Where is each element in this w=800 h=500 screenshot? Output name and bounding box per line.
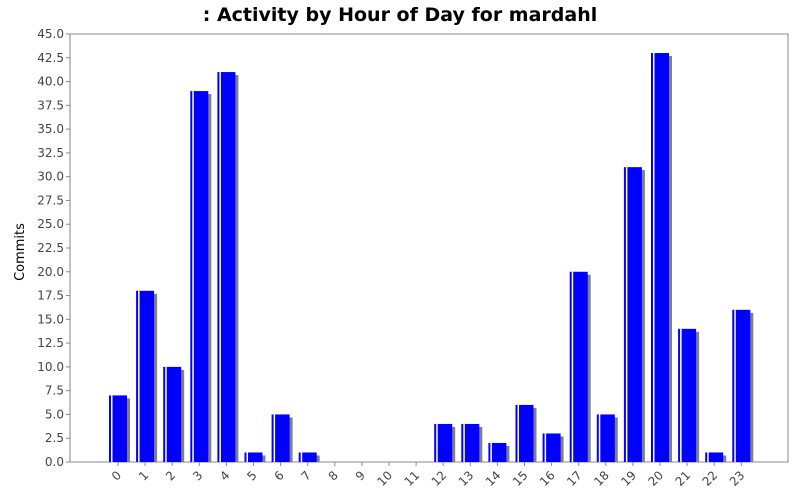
x-tick-label: 3 [190,468,205,483]
y-tick-label: 40.0 [37,75,64,89]
x-tick-label: 8 [326,468,341,483]
x-tick-label: 22 [700,468,721,489]
bar-highlight [246,452,248,462]
x-tick-label: 14 [483,468,504,489]
y-tick-label: 37.5 [37,98,64,112]
bar-highlight [436,423,438,462]
x-tick-label: 16 [537,468,558,489]
bar [569,271,588,462]
bar-highlight [138,290,140,462]
x-tick-label: 21 [673,468,694,489]
bar [217,72,236,463]
bar-highlight [517,404,519,462]
y-tick-label: 45.0 [37,27,64,41]
y-tick-label: 30.0 [37,170,64,184]
y-tick-label: 35.0 [37,122,64,136]
y-tick-label: 7.5 [45,384,64,398]
bar-highlight [273,414,276,462]
bar-highlight [680,328,682,462]
bar [163,366,182,462]
bar-highlight [625,167,628,462]
x-tick-label: 0 [109,468,124,483]
bar [298,452,317,462]
y-tick-label: 32.5 [37,146,64,160]
bar [109,395,127,462]
bar [651,53,669,463]
y-tick-label: 22.5 [37,241,64,255]
y-tick-label: 10.0 [37,360,64,374]
bar-highlight [707,452,709,462]
x-tick-label: 17 [564,468,585,489]
bar [542,433,561,462]
bar [705,452,724,462]
y-tick-label: 12.5 [37,336,64,350]
x-tick-label: 13 [456,468,477,489]
bar-highlight [219,72,221,463]
chart-title: : Activity by Hour of Day for mardahl [203,4,598,26]
bar-highlight [598,414,601,462]
x-tick-label: 1 [136,468,151,483]
y-tick-label: 0.0 [45,455,64,469]
y-tick-label: 42.5 [37,51,64,65]
x-tick-label: 6 [271,468,286,483]
y-tick-label: 2.5 [45,431,64,445]
bar [623,167,642,462]
x-tick-label: 18 [591,468,612,489]
x-tick-label: 10 [374,468,395,489]
y-tick-label: 20.0 [37,265,64,279]
x-axis: 0 1 2 3 4 5 6 7 8 9 10 11 12 13 14 15 16 17 18 19 20 21 22 23 [109,462,748,489]
bar [678,328,697,462]
bar [732,309,751,462]
x-tick-label: 2 [163,468,178,483]
bars-group [109,53,754,463]
bar [271,414,290,462]
x-tick-label: 11 [402,468,423,489]
bar-highlight [571,271,574,462]
bar [190,91,209,463]
bar-highlight [544,433,547,462]
bar [596,414,615,462]
y-tick-label: 5.0 [45,407,64,421]
y-tick-label: 25.0 [37,217,64,231]
bar [434,423,453,462]
x-tick-label: 12 [429,468,450,489]
bar-highlight [734,309,736,462]
bar-highlight [165,366,167,462]
x-tick-label: 7 [299,468,314,483]
x-tick-label: 5 [244,468,259,483]
bar-highlight [490,442,492,462]
bar [515,404,534,462]
bar-highlight [300,452,303,462]
bar [244,452,263,462]
y-tick-label: 17.5 [37,289,64,303]
y-axis-label: Commits [13,223,28,281]
x-tick-label: 4 [217,468,232,483]
bar [461,423,480,462]
bar-highlight [111,395,113,462]
bar-highlight [653,53,655,463]
bar-highlight [192,91,194,463]
x-tick-label: 19 [618,468,639,489]
x-tick-label: 23 [727,468,748,489]
bar [488,442,507,462]
x-tick-label: 15 [510,468,531,489]
y-tick-label: 15.0 [37,312,64,326]
y-axis: 0.0 2.5 5.0 7.5 10.0 12.5 15.0 17.5 20.0 22.5 25.0… [37,27,70,469]
x-tick-label: 20 [645,468,666,489]
bar-highlight [463,423,465,462]
y-tick-label: 27.5 [37,193,64,207]
bar [136,290,155,462]
x-tick-label: 9 [353,468,368,483]
